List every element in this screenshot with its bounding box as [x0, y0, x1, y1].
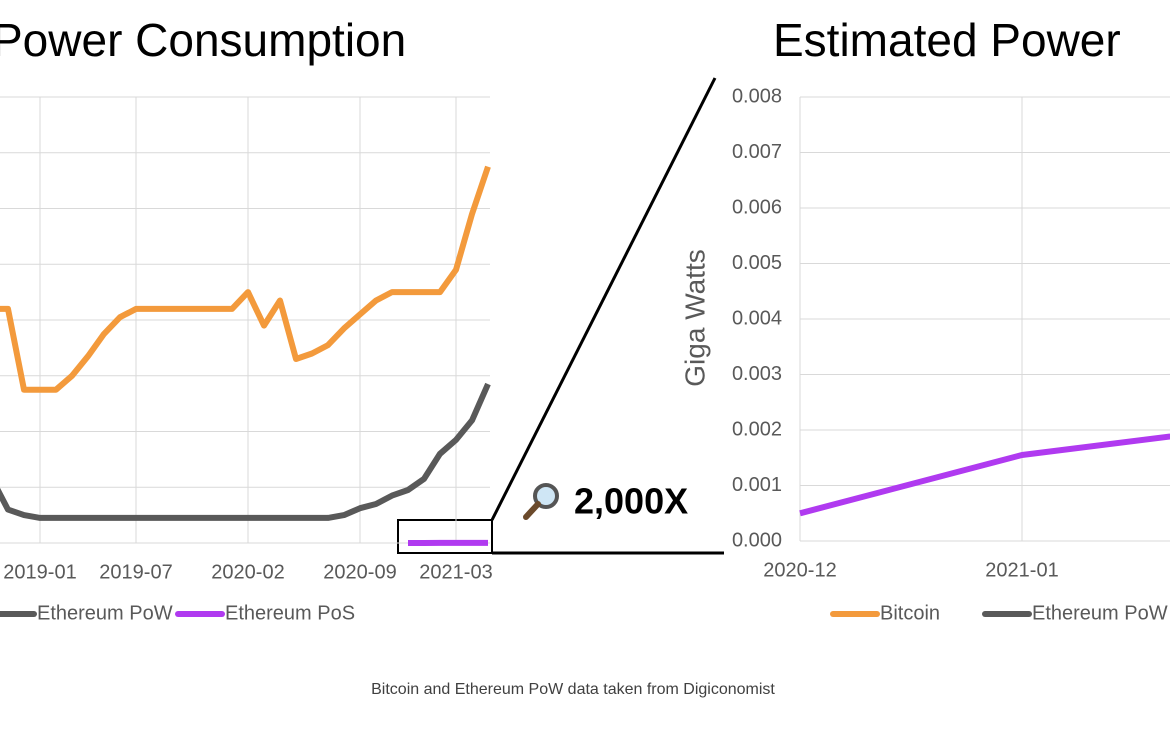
y-tick-label: 0.003: [732, 363, 782, 385]
series-line: [0, 382, 491, 521]
legend-label: Ethereum PoW: [37, 602, 173, 624]
y-tick-label: 0.002: [732, 418, 782, 440]
legend-label: Ethereum PoS: [225, 602, 355, 624]
y-tick-label: 0.008: [732, 85, 782, 107]
x-tick-label: 2021-03: [419, 561, 492, 583]
y-tick-label: 0.006: [732, 196, 782, 218]
y-tick-label: 0.000: [732, 529, 782, 551]
zoom-annotation: 2,000X: [574, 481, 688, 522]
magnifier-icon: [523, 483, 559, 520]
x-tick-label: 2021-01: [985, 559, 1058, 581]
legend-label: Bitcoin: [880, 602, 940, 624]
chart-title: Power Consumption: [0, 14, 406, 66]
x-tick-label: 2020-09: [323, 561, 396, 583]
chart-title: Estimated Power: [773, 14, 1121, 66]
x-tick-label: 2019-01: [3, 561, 76, 583]
x-tick-label: 2020-02: [211, 561, 284, 583]
y-tick-label: 0.005: [732, 252, 782, 274]
zoom-line: [490, 77, 717, 521]
y-tick-label: 0.004: [732, 307, 782, 329]
y-tick-label: 0.001: [732, 474, 782, 496]
x-tick-label: 2020-12: [763, 559, 836, 581]
x-tick-label: 2019-07: [99, 561, 172, 583]
y-axis-label: Giga Watts: [679, 249, 710, 386]
series-line: [0, 165, 491, 393]
y-tick-label: 0.007: [732, 141, 782, 163]
footnote: Bitcoin and Ethereum PoW data taken from…: [371, 681, 775, 698]
series-line: [799, 433, 1170, 517]
legend-label: Ethereum PoW: [1032, 602, 1168, 624]
zoom-box: [397, 519, 493, 554]
